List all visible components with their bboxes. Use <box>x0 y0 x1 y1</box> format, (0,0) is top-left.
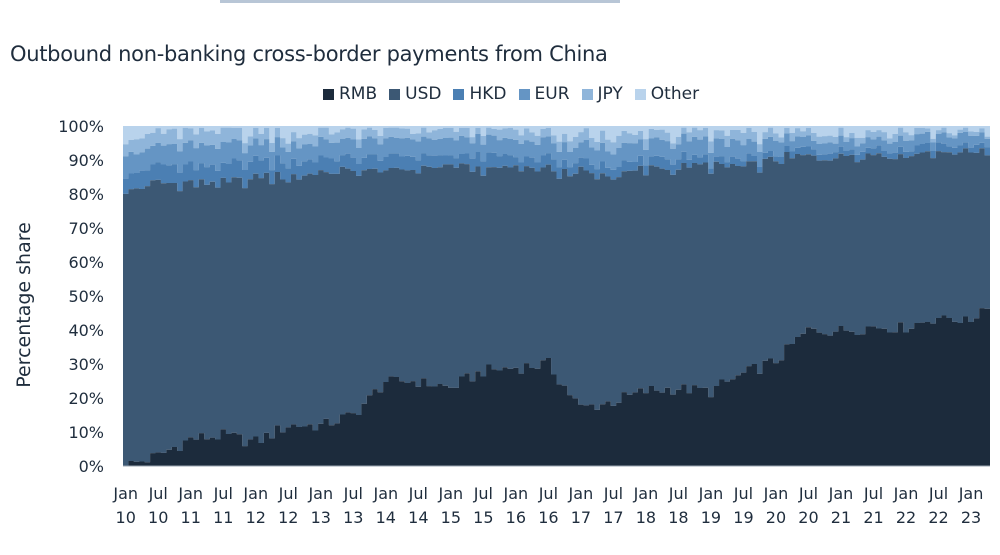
y-tick-label: 10% <box>68 423 104 442</box>
x-tick-label-year: 20 <box>798 508 818 527</box>
x-tick-label-year: 21 <box>831 508 851 527</box>
y-tick-label: 100% <box>58 117 104 136</box>
series-area-jpy <box>123 127 990 157</box>
x-tick-label-month: Jul <box>798 484 818 503</box>
x-tick-label-year: 12 <box>278 508 298 527</box>
x-tick-label-year: 13 <box>343 508 363 527</box>
x-tick-label-year: 16 <box>506 508 526 527</box>
x-tick-label-year: 18 <box>668 508 688 527</box>
x-tick-label-month: Jan <box>307 484 333 503</box>
x-tick-label-month: Jul <box>863 484 883 503</box>
header-decoration-line <box>220 0 620 3</box>
legend-item-jpy: JPY <box>581 84 623 104</box>
x-tick-label-month: Jan <box>437 484 463 503</box>
x-tick-label-month: Jul <box>408 484 428 503</box>
x-tick-label-year: 11 <box>213 508 233 527</box>
x-tick-label-month: Jul <box>928 484 948 503</box>
x-tick-label-year: 19 <box>733 508 753 527</box>
legend-label-rmb: RMB <box>339 84 378 104</box>
x-tick-label-month: Jul <box>343 484 363 503</box>
x-tick-label-year: 22 <box>928 508 948 527</box>
x-tick-label-month: Jul <box>473 484 493 503</box>
x-tick-label-month: Jan <box>763 484 789 503</box>
x-tick-label-year: 22 <box>896 508 916 527</box>
y-tick-label: 30% <box>68 355 104 374</box>
legend-label-eur: EUR <box>534 84 570 104</box>
x-tick-label-year: 15 <box>473 508 493 527</box>
legend-swatch-usd <box>389 88 401 100</box>
y-tick-label: 70% <box>68 219 104 238</box>
x-tick-label-year: 19 <box>701 508 721 527</box>
legend-label-jpy: JPY <box>597 84 623 104</box>
y-tick-label: 60% <box>68 253 104 272</box>
x-tick-label-year: 10 <box>116 508 136 527</box>
x-tick-label-month: Jan <box>177 484 203 503</box>
x-tick-label-year: 23 <box>961 508 981 527</box>
chart-title: Outbound non-banking cross-border paymen… <box>10 42 608 66</box>
legend-swatch-eur <box>518 88 530 100</box>
x-tick-label-year: 17 <box>603 508 623 527</box>
y-tick-label: 20% <box>68 389 104 408</box>
x-tick-label-year: 17 <box>571 508 591 527</box>
y-tick-label: 0% <box>79 457 104 476</box>
legend-item-usd: USD <box>389 84 441 104</box>
legend-label-hkd: HKD <box>469 84 507 104</box>
x-tick-label-month: Jul <box>148 484 168 503</box>
x-tick-label-month: Jul <box>668 484 688 503</box>
x-tick-label-month: Jan <box>633 484 659 503</box>
legend-label-usd: USD <box>405 84 442 104</box>
chart-legend: RMB USD HKD EUR JPY Other <box>323 84 711 104</box>
y-tick-label: 80% <box>68 185 104 204</box>
y-tick-label: 50% <box>68 287 104 306</box>
x-tick-label-month: Jan <box>893 484 919 503</box>
legend-item-other: Other <box>634 84 700 104</box>
x-tick-label-month: Jul <box>213 484 233 503</box>
y-tick-label: 40% <box>68 321 104 340</box>
series-area-hkd <box>123 142 990 194</box>
x-tick-label-month: Jan <box>503 484 529 503</box>
x-tick-label-month: Jul <box>278 484 298 503</box>
x-tick-label-year: 18 <box>636 508 656 527</box>
x-tick-label-year: 11 <box>181 508 201 527</box>
x-tick-label-month: Jul <box>538 484 558 503</box>
x-tick-label-year: 10 <box>148 508 168 527</box>
series-area-usd <box>123 148 990 466</box>
legend-label-other: Other <box>650 84 700 104</box>
x-tick-label-year: 16 <box>538 508 558 527</box>
x-tick-label-year: 15 <box>441 508 461 527</box>
x-tick-label-year: 14 <box>408 508 428 527</box>
x-tick-label-month: Jan <box>242 484 268 503</box>
x-tick-label-month: Jul <box>733 484 753 503</box>
x-tick-label-month: Jan <box>112 484 138 503</box>
legend-swatch-hkd <box>453 88 465 100</box>
x-tick-label-month: Jan <box>828 484 854 503</box>
legend-item-rmb: RMB <box>323 84 377 104</box>
series-area-eur <box>123 131 990 179</box>
series-area-rmb <box>123 308 990 466</box>
legend-item-eur: EUR <box>518 84 570 104</box>
x-tick-label-year: 14 <box>376 508 396 527</box>
legend-item-hkd: HKD <box>453 84 507 104</box>
legend-swatch-jpy <box>581 88 593 100</box>
x-tick-label-month: Jul <box>603 484 623 503</box>
x-tick-label-year: 13 <box>311 508 331 527</box>
x-tick-label-year: 12 <box>246 508 266 527</box>
x-tick-label-month: Jan <box>958 484 984 503</box>
x-tick-label-month: Jan <box>698 484 724 503</box>
x-tick-label-month: Jan <box>372 484 398 503</box>
x-tick-label-year: 20 <box>766 508 786 527</box>
legend-swatch-rmb <box>323 88 334 100</box>
legend-swatch-other <box>634 88 646 100</box>
y-tick-label: 90% <box>68 151 104 170</box>
x-tick-label-month: Jan <box>568 484 594 503</box>
x-tick-label-year: 21 <box>863 508 883 527</box>
